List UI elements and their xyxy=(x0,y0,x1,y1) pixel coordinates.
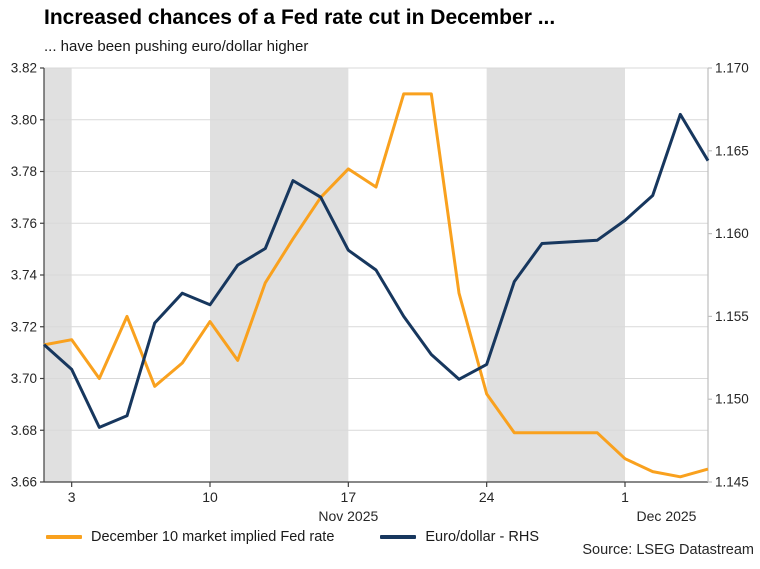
legend: December 10 market implied Fed rate Euro… xyxy=(46,529,539,545)
right-axis-labels: 1.170 1.165 1.160 1.155 1.150 1.145 xyxy=(708,61,749,490)
axis-tick-label: 3 xyxy=(68,489,76,505)
x-axis-labels: 3 10 17 24 1 xyxy=(68,482,629,505)
legend-item-fed-rate: December 10 market implied Fed rate xyxy=(46,529,334,545)
legend-item-eurusd: Euro/dollar - RHS xyxy=(380,529,539,545)
axis-tick-label: 3.80 xyxy=(11,112,37,127)
axis-tick-label: 3.78 xyxy=(11,164,37,179)
axis-tick-label: Dec 2025 xyxy=(637,508,697,524)
axis-tick-label: Nov 2025 xyxy=(318,508,378,524)
legend-label-eurusd: Euro/dollar - RHS xyxy=(425,529,540,545)
eurusd-line-swatch xyxy=(380,535,417,539)
fed-rate-line-swatch xyxy=(46,535,82,539)
chart-title: Increased chances of a Fed rate cut in D… xyxy=(44,6,556,29)
axis-tick-label: 17 xyxy=(341,489,357,505)
left-axis-labels: 3.82 3.80 3.78 3.76 3.74 3.72 3.70 3.68 3.66 xyxy=(11,61,44,490)
axis-tick-label: 1.155 xyxy=(715,309,749,324)
eurusd-series-line xyxy=(42,112,710,429)
axis-tick-label: 3.82 xyxy=(11,61,37,76)
axis-tick-label: 24 xyxy=(479,489,495,505)
axis-tick-label: 1.170 xyxy=(715,61,749,76)
axis-tick-label: 3.70 xyxy=(11,371,37,386)
axis-tick-label: 1.145 xyxy=(715,475,749,490)
axis-tick-label: 3.76 xyxy=(11,216,37,231)
fed-rate-series-line xyxy=(43,92,709,479)
axis-tick-label: 3.72 xyxy=(11,319,37,334)
month-labels: Nov 2025 Dec 2025 xyxy=(318,508,696,524)
axis-tick-label: 3.74 xyxy=(11,268,38,283)
axis-tick-label: 3.68 xyxy=(11,423,37,438)
axis-tick-label: 10 xyxy=(202,489,218,505)
axis-tick-label: 1 xyxy=(621,489,629,505)
axis-tick-label: 1.165 xyxy=(715,143,749,158)
axis-tick-label: 3.66 xyxy=(11,475,37,490)
axis-tick-label: 1.160 xyxy=(715,226,749,241)
legend-label-fed-rate: December 10 market implied Fed rate xyxy=(91,529,335,545)
source-attribution: Source: LSEG Datastream xyxy=(582,542,754,558)
chart-subtitle: ... have been pushing euro/dollar higher xyxy=(44,38,309,55)
axis-tick-label: 1.150 xyxy=(715,392,749,407)
